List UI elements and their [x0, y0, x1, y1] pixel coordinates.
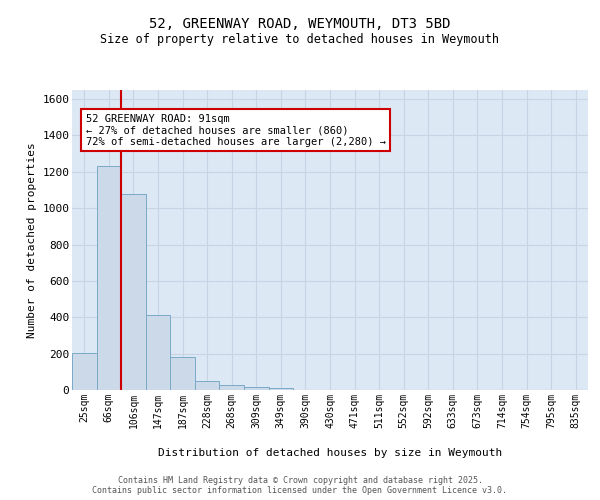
Text: 52 GREENWAY ROAD: 91sqm
← 27% of detached houses are smaller (860)
72% of semi-d: 52 GREENWAY ROAD: 91sqm ← 27% of detache…	[86, 114, 386, 147]
Text: Size of property relative to detached houses in Weymouth: Size of property relative to detached ho…	[101, 32, 499, 46]
Bar	[220, 386, 244, 390]
Bar	[269, 388, 293, 390]
Bar	[146, 314, 170, 390]
Text: 52, GREENWAY ROAD, WEYMOUTH, DT3 5BD: 52, GREENWAY ROAD, WEYMOUTH, DT3 5BD	[149, 18, 451, 32]
Bar	[121, 194, 146, 390]
Y-axis label: Number of detached properties: Number of detached properties	[26, 142, 37, 338]
Bar	[195, 381, 220, 390]
Bar	[72, 352, 97, 390]
Bar	[97, 166, 121, 390]
Bar	[170, 358, 195, 390]
Text: Contains HM Land Registry data © Crown copyright and database right 2025.
Contai: Contains HM Land Registry data © Crown c…	[92, 476, 508, 495]
Text: Distribution of detached houses by size in Weymouth: Distribution of detached houses by size …	[158, 448, 502, 458]
Bar	[244, 386, 269, 390]
